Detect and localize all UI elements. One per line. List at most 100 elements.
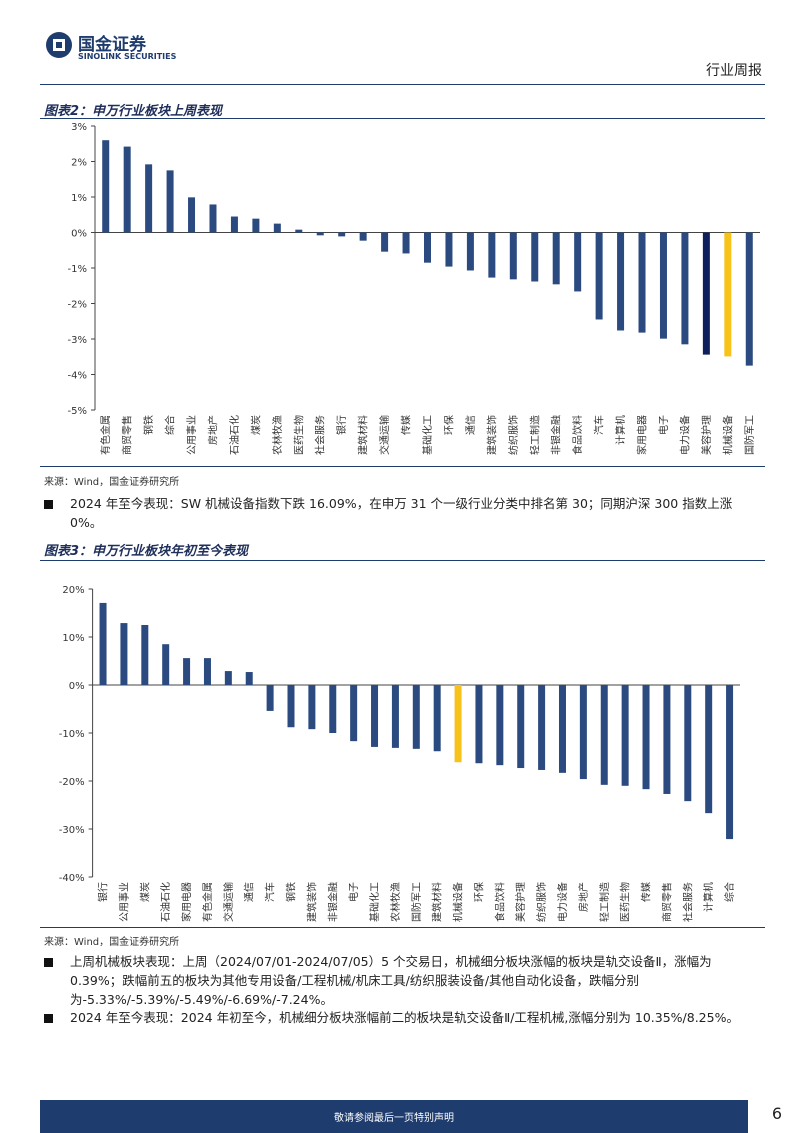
- x-tick-label: 传媒: [401, 415, 413, 435]
- paragraph: 上周机械板块表现：上周（2024/07/01-2024/07/05）5 个交易日…: [70, 954, 712, 1007]
- y-tick-label: -4%: [68, 371, 87, 382]
- x-tick-label: 房地产: [577, 882, 590, 912]
- x-tick-label: 建筑装饰: [485, 415, 498, 455]
- bar: [295, 229, 303, 233]
- x-tick-label: 石油石化: [228, 415, 241, 455]
- x-tick-label: 机械设备: [721, 415, 734, 455]
- bar: [433, 685, 441, 752]
- x-tick-label: 煤炭: [249, 415, 262, 435]
- x-tick-label: 食品饮料: [493, 882, 506, 922]
- x-tick-label: 环保: [472, 882, 485, 902]
- x-tick-label: 钢铁: [284, 882, 297, 902]
- bar: [145, 164, 153, 233]
- bar: [663, 685, 671, 794]
- y-tick-label: -2%: [68, 300, 87, 311]
- brand: 国金证券: [78, 35, 146, 55]
- bar: [517, 685, 525, 769]
- x-tick-label: 环保: [442, 415, 455, 435]
- bar: [402, 232, 410, 254]
- x-tick-label: 食品饮料: [571, 415, 584, 455]
- paragraph: 2024 年至今表现：SW 机械设备指数下跌 16.09%，在申万 31 个一级…: [70, 496, 733, 530]
- x-tick-label: 交通运输: [378, 415, 391, 455]
- bar: [642, 685, 650, 790]
- x-tick-label: 有色金属: [99, 415, 112, 455]
- x-tick-label: 煤炭: [138, 882, 151, 902]
- x-tick-label: 家用电器: [180, 882, 193, 922]
- figure-title: 图表3：申万行业板块年初至今表现: [44, 544, 249, 559]
- bar: [454, 685, 462, 763]
- x-tick-label: 通信: [465, 415, 477, 435]
- bar: [162, 644, 170, 685]
- y-tick-label: -3%: [68, 335, 87, 346]
- bar: [595, 232, 603, 320]
- y-tick-label: -40%: [59, 873, 85, 884]
- bar: [391, 685, 399, 748]
- bar: [475, 685, 483, 764]
- x-tick-label: 社会服务: [681, 882, 694, 922]
- bar: [445, 232, 453, 267]
- y-tick-label: -5%: [68, 406, 87, 417]
- bar: [558, 685, 566, 773]
- x-tick-label: 国防军工: [743, 415, 756, 455]
- bar: [579, 685, 587, 780]
- x-tick-label: 计算机: [702, 882, 715, 912]
- x-tick-label: 农林牧渔: [389, 882, 402, 922]
- bar: [252, 218, 260, 233]
- figure-rule: [40, 118, 765, 119]
- figure-title: 图表2：申万行业板块上周表现: [44, 104, 223, 119]
- bar: [203, 658, 211, 685]
- y-tick-label: -30%: [59, 825, 85, 836]
- bar: [412, 685, 420, 749]
- x-tick-label: 轻工制造: [598, 882, 611, 922]
- x-tick-label: 建筑材料: [431, 882, 444, 922]
- bullet: [44, 1014, 53, 1023]
- chart: -5% -4% -3% -2% -1% 0% 1% 2% 3% 有色金属 商贸零售 钢铁 综合 公用事业房…: [68, 122, 760, 455]
- bar: [552, 232, 560, 285]
- bar: [245, 672, 253, 685]
- bar: [724, 232, 732, 357]
- x-tick-label: 纺织服饰: [535, 882, 548, 922]
- bar: [123, 146, 131, 233]
- x-tick-label: 公用事业: [185, 415, 198, 455]
- x-tick-label: 综合: [164, 415, 177, 435]
- x-tick-label: 公用事业: [117, 882, 130, 922]
- x-tick-label: 商贸零售: [121, 415, 134, 455]
- bar: [188, 197, 196, 233]
- bar: [424, 232, 431, 263]
- x-tick-label: 国防军工: [410, 882, 423, 922]
- bar: [621, 685, 629, 786]
- x-tick-label: 汽车: [264, 882, 277, 902]
- bar: [329, 685, 337, 733]
- source: 来源：Wind，国金证券研究所: [44, 937, 180, 948]
- bar: [141, 625, 149, 685]
- bar: [316, 232, 324, 236]
- y-tick-label: 10%: [62, 633, 84, 644]
- bar: [684, 685, 692, 802]
- x-tick-label: 医药生物: [619, 882, 632, 922]
- x-tick-label: 石油石化: [159, 882, 172, 922]
- footer-notice: 敬请参阅最后一页特别声明: [334, 1113, 454, 1124]
- bullet: [44, 958, 53, 967]
- bar: [224, 671, 232, 685]
- x-tick-label: 银行: [97, 882, 110, 902]
- bar: [509, 232, 517, 280]
- x-tick-label: 有色金属: [201, 882, 214, 922]
- bar: [350, 685, 358, 742]
- bar: [381, 232, 389, 252]
- x-tick-label: 商贸零售: [660, 882, 673, 922]
- x-tick-label: 电子: [347, 882, 360, 902]
- bar: [183, 658, 191, 685]
- bar: [273, 223, 281, 233]
- y-tick-label: -1%: [68, 264, 87, 275]
- chart: -40% -30% -20% -10% 0% 10% 20% 银行 公用事业 煤炭 石油石化 家用电器…: [59, 585, 740, 922]
- bar: [617, 232, 625, 331]
- bullet: [44, 500, 53, 509]
- bar: [488, 232, 496, 278]
- logo-icon: [46, 32, 72, 58]
- figure-rule: [40, 466, 765, 467]
- x-tick-label: 电力设备: [556, 882, 569, 922]
- x-tick-label: 基础化工: [368, 882, 381, 922]
- x-tick-label: 纺织服饰: [507, 415, 520, 455]
- bar: [496, 685, 504, 766]
